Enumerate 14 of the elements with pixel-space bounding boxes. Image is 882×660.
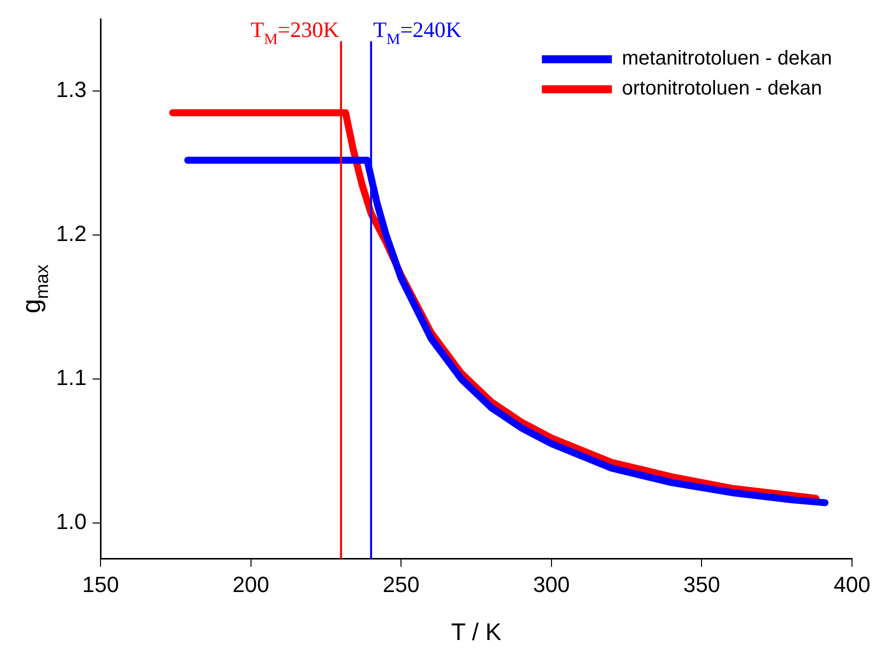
x-axis-title: T / K: [451, 619, 502, 646]
y-axis-title: gmax: [16, 264, 52, 314]
legend-label: metanitrotoluen - dekan: [622, 48, 832, 70]
y-tick-label: 1.0: [56, 508, 87, 534]
x-tick-label: 400: [834, 572, 870, 598]
x-tick-label: 200: [232, 572, 270, 598]
x-tick-label: 150: [82, 572, 119, 598]
y-tick-label: 1.2: [56, 221, 87, 246]
legend-label: ortonitrotoluen - dekan: [622, 78, 822, 100]
x-tick-label: 250: [382, 572, 420, 598]
x-tick-label: 350: [683, 572, 720, 598]
y-tick-label: 1.1: [56, 364, 87, 390]
y-tick-label: 1.3: [56, 77, 87, 102]
x-tick-label: 300: [533, 572, 570, 598]
